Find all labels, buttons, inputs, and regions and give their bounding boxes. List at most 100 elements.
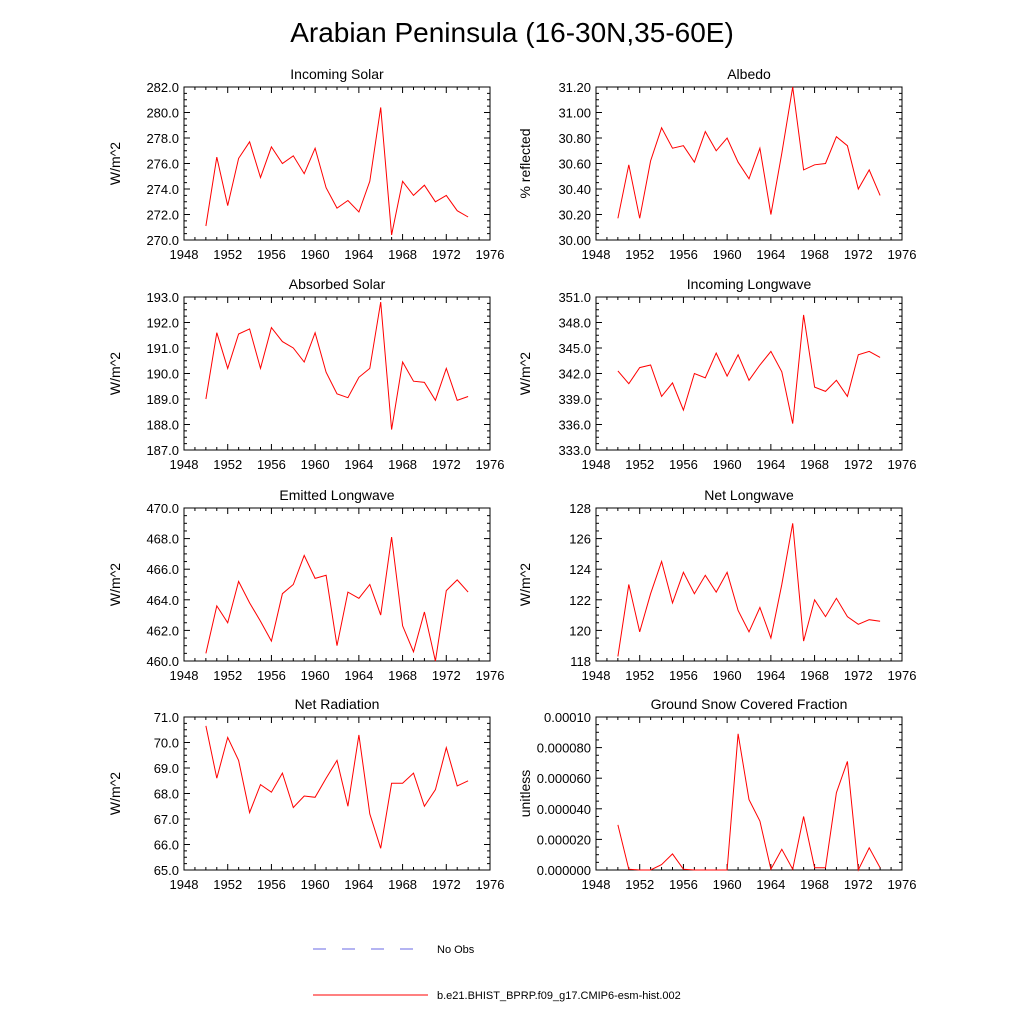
panel-7: 1948 1952 1956 1960 1964 1968 1972 1976 0.000000… [517,696,916,892]
y-tick-label: 118 [570,654,591,669]
x-tick-label: 1960 [713,668,742,683]
y-tick-label: 191.0 [146,341,179,356]
series-line [617,86,881,219]
x-tick-label: 1960 [301,877,330,892]
y-tick-label: 30.40 [558,182,591,197]
x-tick-label: 1948 [582,457,611,472]
x-tick-label: 1948 [170,457,199,472]
x-tick-label: 1964 [344,877,373,892]
panel-1: 1948 1952 1956 1960 1964 1968 1972 1976 30.00 30.… [517,66,916,262]
panel-title: Emitted Longwave [279,487,394,503]
plot-frame [183,716,491,871]
panel-0: 1948 1952 1956 1960 1964 1968 1972 1976 270.0 272… [107,66,504,262]
x-tick-label: 1964 [344,247,373,262]
legend-no-obs-label: No Obs [437,944,475,956]
x-tick-label: 1964 [756,457,785,472]
y-tick-label: 66.0 [154,838,179,853]
y-tick-label: 67.0 [154,812,179,827]
panel-6: 1948 1952 1956 1960 1964 1968 1972 1976 65.0 66.0… [107,696,504,892]
x-tick-label: 1976 [476,877,505,892]
x-tick-label: 1952 [625,877,654,892]
panel-title: Albedo [727,66,771,82]
x-tick-label: 1952 [625,457,654,472]
y-tick-label: 466.0 [146,562,179,577]
y-tick-label: 270.0 [146,233,179,248]
x-tick-label: 1960 [301,457,330,472]
x-tick-label: 1976 [888,668,917,683]
x-tick-label: 1976 [476,668,505,683]
y-tick-label: 280.0 [146,106,179,121]
y-tick-label: 333.0 [558,443,591,458]
plot-frame [595,86,903,241]
y-tick-label: 31.20 [558,80,591,95]
panel-title: Incoming Solar [290,66,384,82]
x-tick-label: 1964 [756,877,785,892]
y-tick-label: 336.0 [558,418,591,433]
y-tick-label: 193.0 [146,290,179,305]
y-axis-label: W/m^2 [107,563,123,606]
x-tick-label: 1972 [844,877,873,892]
panel-title: Incoming Longwave [687,276,812,292]
y-tick-label: 68.0 [154,787,179,802]
x-tick-label: 1976 [888,877,917,892]
x-tick-label: 1968 [800,668,829,683]
x-tick-label: 1952 [625,247,654,262]
y-tick-label: 192.0 [146,316,179,331]
y-tick-label: 342.0 [558,367,591,382]
y-tick-label: 71.0 [154,710,179,725]
x-tick-label: 1948 [582,247,611,262]
y-axis-label: W/m^2 [107,352,123,395]
x-tick-label: 1948 [170,668,199,683]
series-line [205,537,469,662]
x-tick-label: 1964 [756,668,785,683]
y-tick-label: 31.00 [558,106,591,121]
x-tick-label: 1972 [432,457,461,472]
x-tick-label: 1976 [888,457,917,472]
y-axis-label: % reflected [517,128,533,198]
y-tick-label: 0.000080 [537,741,591,756]
x-tick-label: 1948 [170,247,199,262]
panel-3: 1948 1952 1956 1960 1964 1968 1972 1976 333.0 336… [517,276,916,472]
y-tick-label: 351.0 [558,290,591,305]
x-tick-label: 1968 [800,247,829,262]
x-tick-label: 1960 [713,247,742,262]
legend: No Obs b.e21.BHIST_BPRP.f09_g17.CMIP6-es… [313,944,681,1002]
x-tick-label: 1972 [432,668,461,683]
x-tick-label: 1972 [844,668,873,683]
y-tick-label: 124 [569,562,591,577]
y-tick-label: 274.0 [146,182,179,197]
x-tick-label: 1956 [257,247,286,262]
y-tick-label: 345.0 [558,341,591,356]
plot-frame [183,86,491,241]
series-line [617,523,881,657]
x-tick-label: 1964 [344,457,373,472]
x-tick-label: 1952 [213,247,242,262]
y-tick-label: 348.0 [558,316,591,331]
y-tick-label: 30.00 [558,233,591,248]
x-tick-label: 1952 [213,457,242,472]
x-tick-label: 1964 [756,247,785,262]
series-line [205,725,469,849]
y-tick-label: 0.00010 [544,710,591,725]
y-tick-label: 128 [569,501,591,516]
panel-title: Net Longwave [704,487,794,503]
x-tick-label: 1968 [388,247,417,262]
figure-title: Arabian Peninsula (16-30N,35-60E) [290,17,734,48]
x-tick-label: 1968 [388,668,417,683]
y-tick-label: 120 [569,623,591,638]
x-tick-label: 1948 [170,877,199,892]
plot-frame [595,507,903,662]
y-axis-label: W/m^2 [517,352,533,395]
legend-model-label: b.e21.BHIST_BPRP.f09_g17.CMIP6-esm-hist.… [437,990,681,1002]
y-tick-label: 30.60 [558,157,591,172]
y-tick-label: 460.0 [146,654,179,669]
y-tick-label: 0.000000 [537,863,591,878]
x-tick-label: 1948 [582,877,611,892]
y-tick-label: 190.0 [146,367,179,382]
x-tick-label: 1968 [800,457,829,472]
y-axis-label: W/m^2 [107,142,123,185]
y-tick-label: 69.0 [154,761,179,776]
series-line [205,107,469,236]
series-line [617,733,881,872]
